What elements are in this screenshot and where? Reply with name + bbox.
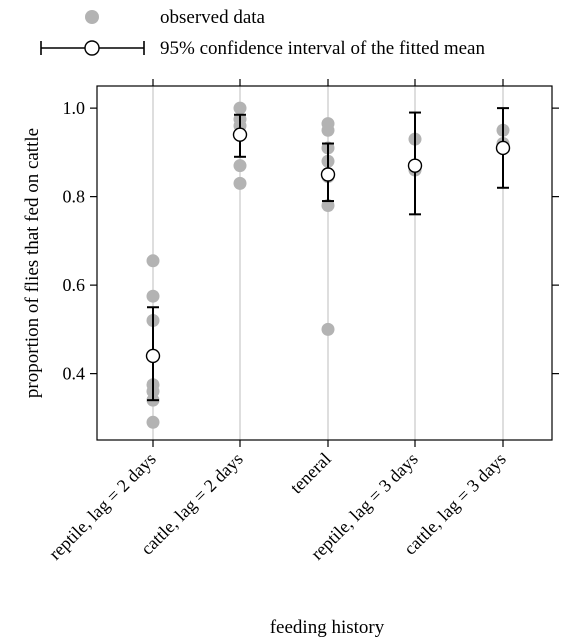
observed-point [233, 176, 247, 190]
fitted-mean-point [407, 158, 423, 173]
y-tick-label: 1.0 [63, 98, 86, 118]
fitted-mean-point [232, 127, 248, 142]
ci-errorbar [232, 113, 248, 158]
ci-errorbar [145, 306, 161, 402]
legend: observed data 95% confidence interval of… [40, 7, 485, 59]
x-tick-label: teneral [286, 449, 335, 498]
legend-observed-marker [85, 10, 99, 24]
gridlines [152, 86, 504, 440]
y-axis: 0.4 0.6 0.8 1.0 [63, 98, 559, 384]
y-tick-label: 0.8 [63, 187, 86, 207]
observed-point [321, 198, 335, 212]
legend-ci-label: 95% confidence interval of the fitted me… [160, 38, 485, 59]
observed-point [233, 101, 247, 115]
ci-errorbar [320, 142, 336, 203]
plot-frame [96, 85, 553, 441]
legend-ci-marker [40, 40, 145, 56]
y-tick-label: 0.4 [63, 364, 86, 384]
ci-errorbar [407, 111, 423, 216]
x-axis-title: feeding history [270, 617, 385, 638]
observed-point [233, 159, 247, 173]
legend-observed-label: observed data [160, 7, 266, 28]
fitted-mean-point [320, 167, 336, 182]
observed-point [321, 322, 335, 336]
ci-errorbar [495, 107, 511, 189]
y-tick-label: 0.6 [63, 275, 86, 295]
observed-point [146, 254, 160, 268]
observed-point [146, 289, 160, 303]
fitted-mean-point [145, 348, 161, 364]
y-axis-title: proportion of flies that fed on cattle [22, 128, 43, 398]
ci-errorbars [145, 107, 511, 402]
observed-point [146, 415, 160, 429]
fitted-mean-point [495, 140, 511, 156]
observed-point [321, 123, 335, 137]
